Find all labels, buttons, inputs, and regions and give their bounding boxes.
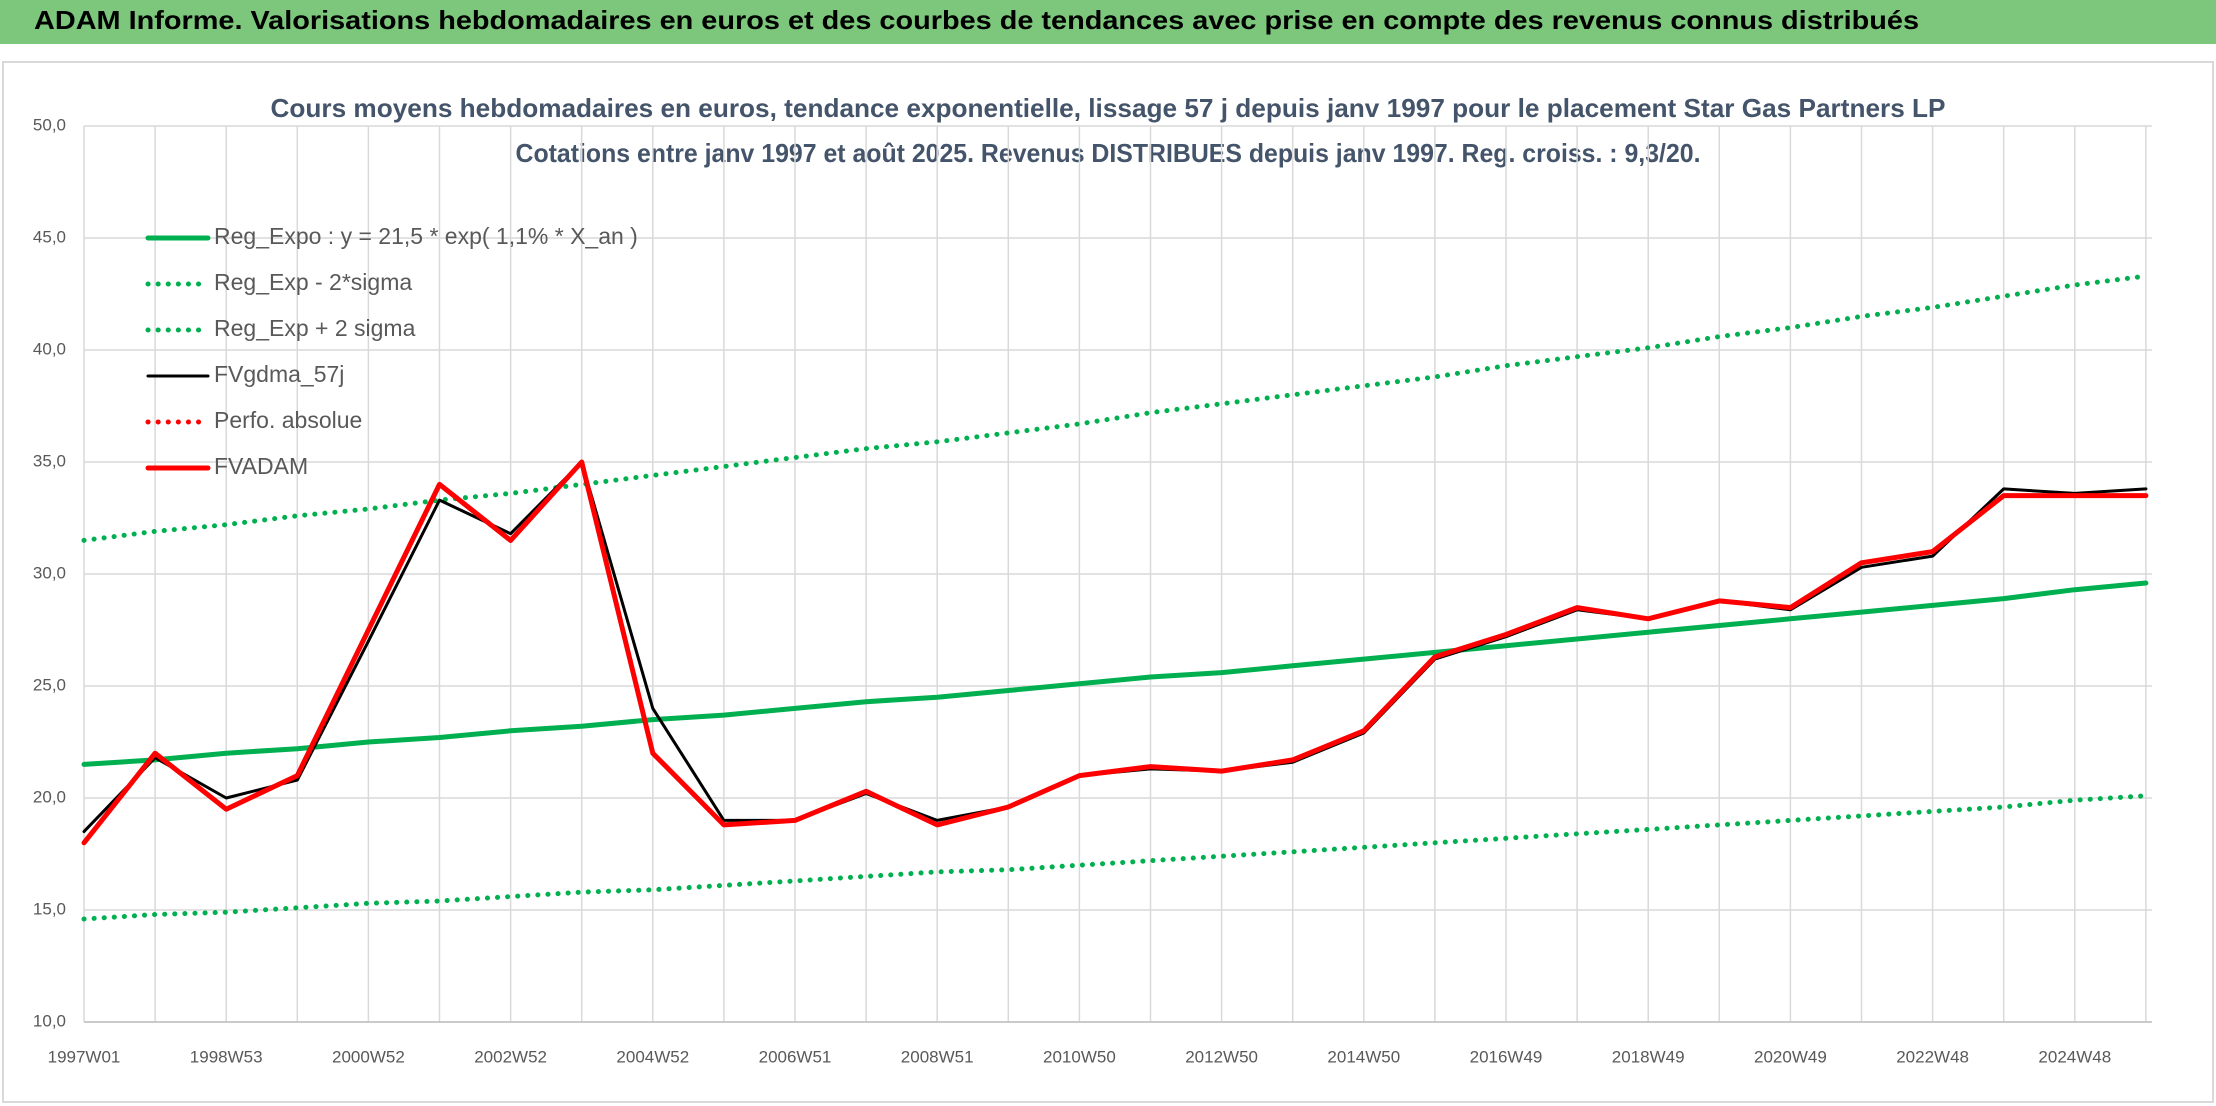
legend-label: Reg_Exp + 2 sigma: [214, 315, 416, 341]
legend-label: FVADAM: [214, 453, 308, 479]
x-tick-label: 2008W51: [901, 1047, 974, 1066]
x-tick-label: 2014W50: [1327, 1047, 1400, 1066]
x-tick-label: 2012W50: [1185, 1047, 1258, 1066]
x-tick-label: 2018W49: [1612, 1047, 1685, 1066]
chart-frame: [2, 61, 2214, 1103]
y-tick-label: 10,0: [33, 1011, 66, 1030]
y-tick-label: 30,0: [33, 563, 66, 582]
series-line: [81, 580, 2149, 767]
x-tick-label: 2020W49: [1754, 1047, 1827, 1066]
x-tick-label: 2000W52: [332, 1047, 405, 1066]
y-tick-label: 40,0: [33, 339, 66, 358]
y-tick-label: 45,0: [33, 227, 66, 246]
legend-label: FVgdma_57j: [214, 361, 344, 387]
x-tick-label: 1997W01: [48, 1047, 121, 1066]
legend-label: Reg_Exp - 2*sigma: [214, 269, 412, 295]
header-bar: [0, 0, 2216, 44]
y-tick-label: 20,0: [33, 787, 66, 806]
series-line: [81, 793, 2149, 922]
x-tick-label: 2024W48: [2038, 1047, 2111, 1066]
legend-label: Reg_Expo : y = 21,5 * exp( 1,1% * X_an ): [214, 223, 638, 249]
y-tick-label: 50,0: [33, 115, 66, 134]
series-line: [81, 273, 2149, 543]
x-tick-label: 1998W53: [190, 1047, 263, 1066]
y-tick-label: 35,0: [33, 451, 66, 470]
x-tick-label: 2002W52: [474, 1047, 547, 1066]
chart-title: Cours moyens hebdomadaires en euros, ten…: [271, 93, 1946, 123]
y-tick-label: 25,0: [33, 675, 66, 694]
chart-subtitle: Cotations entre janv 1997 et août 2025. …: [516, 138, 1701, 168]
x-tick-label: 2006W51: [759, 1047, 832, 1066]
x-tick-label: 2010W50: [1043, 1047, 1116, 1066]
x-tick-label: 2004W52: [616, 1047, 689, 1066]
series-line: [81, 459, 2149, 846]
y-tick-label: 15,0: [33, 899, 66, 918]
x-tick-label: 2022W48: [1896, 1047, 1969, 1066]
x-tick-label: 2016W49: [1470, 1047, 1543, 1066]
header-title: ADAM Informe. Valorisations hebdomadaire…: [34, 5, 1919, 35]
legend-label: Perfo. absolue: [214, 407, 362, 433]
